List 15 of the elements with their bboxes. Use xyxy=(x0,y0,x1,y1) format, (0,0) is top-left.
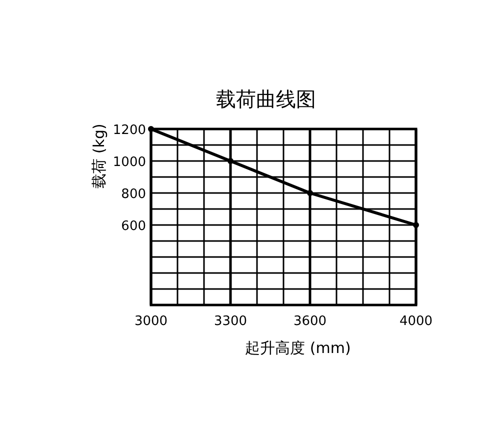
chart-title: 载荷曲线图 xyxy=(216,87,316,111)
y-tick-label: 1200 xyxy=(112,123,146,138)
point xyxy=(307,190,313,196)
x-axis-title: 起升高度 (mm) xyxy=(245,339,351,357)
point xyxy=(228,158,234,164)
y-tick-label: 1000 xyxy=(112,155,146,170)
x-tick-label: 3000 xyxy=(134,314,168,329)
y-tick-label: 800 xyxy=(121,187,146,202)
y-tick-label: 600 xyxy=(121,219,146,234)
x-tick-label: 4000 xyxy=(399,314,433,329)
y-axis-title: 载荷 (kg) xyxy=(90,124,108,188)
point xyxy=(413,222,419,228)
point xyxy=(148,126,154,132)
x-tick-label: 3300 xyxy=(214,314,248,329)
x-tick-label: 3600 xyxy=(293,314,327,329)
